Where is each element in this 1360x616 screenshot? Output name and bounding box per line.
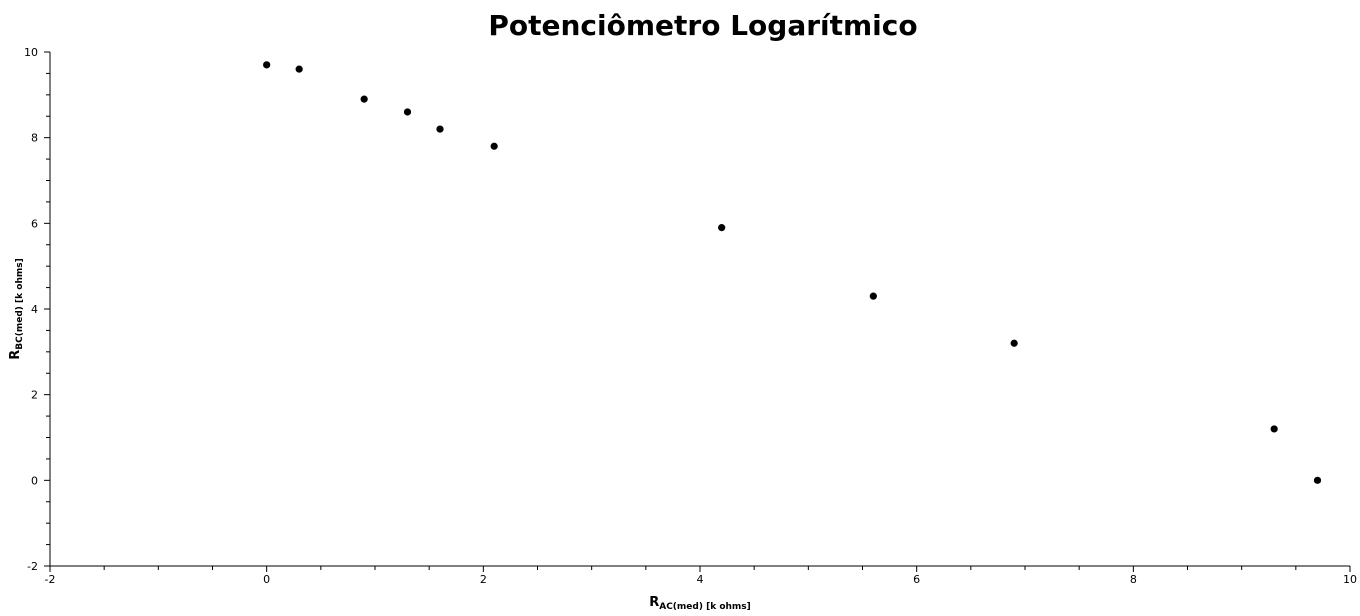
data-point — [869, 292, 877, 300]
data-point — [1270, 425, 1278, 433]
data-point — [360, 95, 368, 103]
x-axis-label-sub: AC(med) [k ohms] — [659, 602, 751, 612]
y-tick-label: 4 — [31, 303, 38, 316]
data-points — [263, 61, 1322, 484]
data-point — [1010, 339, 1018, 347]
data-point — [490, 142, 498, 150]
y-tick-label: 8 — [31, 132, 38, 145]
y-axis-label: RBC(med) [k ohms] — [8, 258, 25, 359]
x-tick-label: 10 — [1343, 573, 1357, 586]
x-tick-label: -2 — [45, 573, 56, 586]
x-axis-label: RAC(med) [k ohms] — [649, 595, 751, 612]
data-point — [263, 61, 271, 69]
x-tick-label: 8 — [1130, 573, 1137, 586]
data-point — [403, 108, 412, 116]
data-point — [295, 65, 303, 73]
y-tick-label: 0 — [31, 474, 38, 487]
y-tick-label: 10 — [24, 46, 38, 59]
x-tick-label: 4 — [697, 573, 704, 586]
chart-title: Potenciômetro Logarítmico — [488, 9, 917, 42]
y-tick-label: -2 — [27, 560, 38, 573]
x-tick-label: 6 — [913, 573, 920, 586]
data-point — [1313, 476, 1322, 484]
axes — [49, 52, 1350, 567]
y-axis-label-sub: BC(med) [k ohms] — [15, 258, 25, 349]
x-tick-label: 0 — [263, 573, 270, 586]
y-tick-label: 6 — [31, 217, 38, 230]
x-axis-label-main: R — [649, 595, 659, 610]
data-point — [718, 224, 726, 232]
tick-labels: -2 0 2 4 6 8 10 -2 0 2 4 6 8 10 — [24, 46, 1357, 586]
data-point — [436, 125, 444, 133]
y-tick-label: 2 — [31, 389, 38, 402]
ticks — [44, 51, 1351, 572]
x-tick-label: 2 — [480, 573, 487, 586]
y-axis-label-main: R — [8, 350, 23, 360]
